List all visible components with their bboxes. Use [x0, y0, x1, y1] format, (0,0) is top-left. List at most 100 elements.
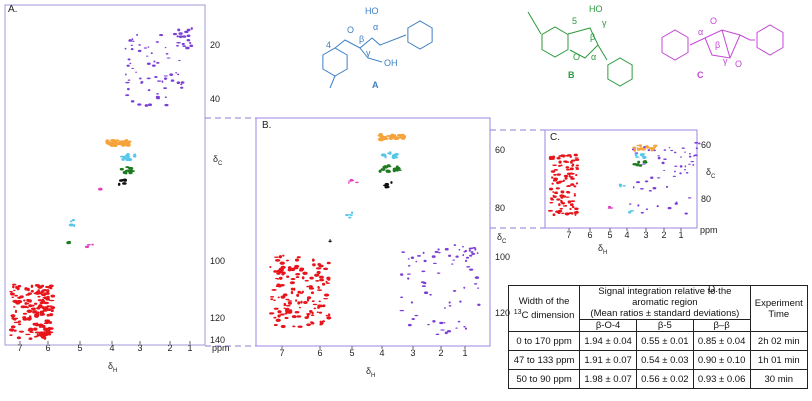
peak — [310, 314, 315, 317]
peak — [112, 140, 118, 144]
peak — [269, 312, 274, 315]
atom-label: O — [710, 16, 717, 26]
peak — [567, 184, 571, 187]
peak — [463, 326, 466, 328]
ring — [407, 20, 433, 50]
peak — [643, 148, 646, 151]
peak — [329, 239, 331, 241]
peak — [308, 285, 313, 289]
peak — [164, 46, 167, 49]
peak — [325, 314, 328, 317]
peak — [42, 308, 48, 312]
peak — [306, 296, 312, 300]
peak — [550, 170, 556, 173]
peak — [670, 149, 674, 152]
peak — [636, 144, 639, 147]
peak — [13, 329, 17, 332]
peak — [637, 160, 641, 164]
peak — [446, 329, 452, 333]
peak — [317, 305, 323, 308]
peak — [285, 298, 290, 301]
peak — [135, 71, 138, 73]
cell: 50 to 90 ppm — [507, 369, 581, 389]
peak — [146, 77, 151, 80]
peak — [295, 276, 300, 279]
peak — [13, 321, 20, 324]
peak — [151, 64, 156, 67]
peak — [650, 176, 654, 179]
peak — [298, 306, 301, 309]
peak — [574, 158, 580, 161]
peak — [562, 155, 566, 158]
peak — [575, 210, 579, 214]
peak — [555, 187, 560, 190]
peak — [126, 87, 130, 91]
peak — [37, 289, 41, 292]
peak — [49, 322, 53, 324]
peak — [177, 73, 180, 76]
peak — [32, 311, 38, 314]
peak — [656, 177, 661, 179]
peak — [443, 322, 446, 324]
peak — [395, 165, 399, 168]
peak — [284, 309, 288, 312]
bond — [334, 34, 407, 49]
peak — [30, 304, 35, 307]
peak — [33, 302, 38, 305]
x-unit: ppm — [700, 225, 718, 235]
peak — [280, 295, 286, 299]
peak — [292, 325, 296, 328]
peak — [145, 55, 149, 57]
cell: 47 to 133 ppm — [507, 350, 581, 370]
peak — [182, 35, 187, 38]
peak — [645, 208, 649, 211]
peak — [165, 52, 169, 55]
panel-label: C. — [550, 132, 560, 143]
subheader: β–β — [692, 319, 751, 332]
peak — [283, 307, 287, 310]
peak — [130, 44, 134, 46]
cell: 0.85 ± 0.04 — [692, 331, 751, 351]
y-axis-title: δC — [213, 154, 223, 167]
peak — [161, 80, 164, 84]
x-tick-label: 1 — [678, 230, 683, 240]
peak — [463, 286, 466, 289]
peak — [400, 273, 404, 276]
peak — [423, 259, 427, 263]
y-tick-label: 40 — [210, 94, 220, 104]
atom-label: α — [373, 22, 378, 32]
peak — [558, 164, 562, 167]
peak — [9, 292, 15, 296]
peak — [570, 177, 575, 180]
peak — [562, 179, 565, 182]
peak — [566, 191, 571, 194]
peak — [688, 163, 691, 165]
peak — [391, 155, 397, 159]
peak — [275, 277, 279, 280]
peak — [277, 296, 280, 299]
peak — [300, 300, 303, 304]
peak — [561, 212, 565, 215]
peak — [133, 153, 137, 157]
peak — [436, 272, 441, 274]
peak — [315, 280, 320, 282]
results-table: Width of the 13C dimension Signal integra… — [507, 285, 809, 389]
peak — [71, 218, 76, 222]
peak — [129, 62, 132, 65]
peak — [558, 203, 561, 207]
peak — [410, 301, 413, 304]
peak — [628, 203, 632, 205]
peak — [279, 313, 285, 316]
peak — [573, 194, 577, 197]
peak — [638, 164, 643, 167]
x-tick-label: 5 — [349, 348, 354, 358]
peak — [328, 240, 332, 243]
peak — [276, 272, 281, 275]
peak — [570, 183, 575, 186]
atom-label: γ — [366, 48, 371, 58]
atom-label: HO — [589, 4, 603, 14]
peak — [50, 306, 56, 310]
peak — [8, 328, 15, 332]
peak — [399, 309, 405, 312]
peak — [552, 213, 556, 217]
